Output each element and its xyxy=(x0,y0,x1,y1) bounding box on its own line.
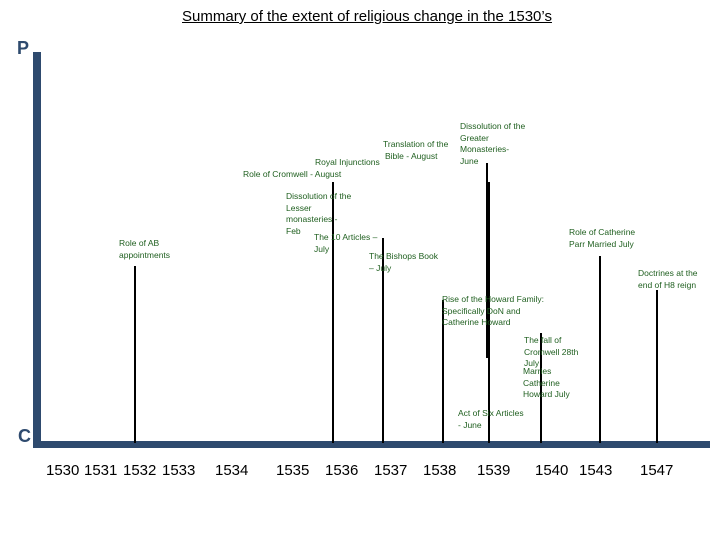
event-marker-greater xyxy=(486,163,488,358)
year-label: 1537 xyxy=(374,462,408,479)
year-label: 1530 xyxy=(46,462,80,479)
year-label: 1531 xyxy=(84,462,118,479)
event-marker-six-articles xyxy=(488,182,490,443)
year-label: 1532 xyxy=(123,462,157,479)
event-label-doctrines: Doctrines at the end of H8 reign xyxy=(638,268,698,290)
axis-bottom-label: C xyxy=(18,426,31,446)
year-label: 1540 xyxy=(535,462,569,479)
event-label-cromwell-fall: The fall of Cromwell 28th July xyxy=(524,335,579,368)
event-label-ab: Role of AB appointments xyxy=(119,238,171,260)
event-label-cromwell: Role of Cromwell - August xyxy=(243,169,342,179)
year-label: 1534 xyxy=(215,462,249,479)
event-label-royal-injunctions: Royal Injunctions xyxy=(315,157,380,167)
event-label-six-articles: Act of Six Articles - June xyxy=(458,408,524,430)
event-marker-ab xyxy=(134,266,136,443)
event-label-bishops-book: The Bishops Book – July xyxy=(369,251,438,273)
event-label-bible-translation: Translation of the Bible - August xyxy=(383,139,449,161)
event-marker-howard xyxy=(442,300,444,443)
event-marker-cromwell xyxy=(332,182,334,443)
timeline-axis xyxy=(33,441,710,448)
page-title: Summary of the extent of religious chang… xyxy=(182,8,552,25)
year-label: 1536 xyxy=(325,462,359,479)
event-marker-parr xyxy=(599,256,601,443)
year-label: 1543 xyxy=(579,462,613,479)
event-label-catherine-parr: Role of Catherine Parr Married July xyxy=(569,227,636,249)
event-label-lesser-monasteries: Dissolution of the Lesser monasteries - Feb xyxy=(286,191,352,236)
event-marker-ten-articles xyxy=(382,238,384,443)
event-label-ten-articles: The 10 Articles – July xyxy=(314,232,378,254)
year-label: 1539 xyxy=(477,462,511,479)
event-marker-fall xyxy=(540,333,542,443)
event-marker-doctrines xyxy=(656,290,658,443)
event-label-greater-monasteries: Dissolution of the Greater Monasteries- Jun… xyxy=(460,121,526,166)
year-label: 1535 xyxy=(276,462,310,479)
year-label: 1533 xyxy=(162,462,196,479)
event-label-howard-family: Rise of the Howard Family: Specifically D… xyxy=(442,294,545,327)
year-label: 1538 xyxy=(423,462,457,479)
year-label: 1547 xyxy=(640,462,674,479)
vertical-axis xyxy=(33,52,41,447)
axis-top-label: P xyxy=(17,38,30,58)
event-label-marries-catherine-howard: Marries Catherine Howard July xyxy=(523,366,570,399)
